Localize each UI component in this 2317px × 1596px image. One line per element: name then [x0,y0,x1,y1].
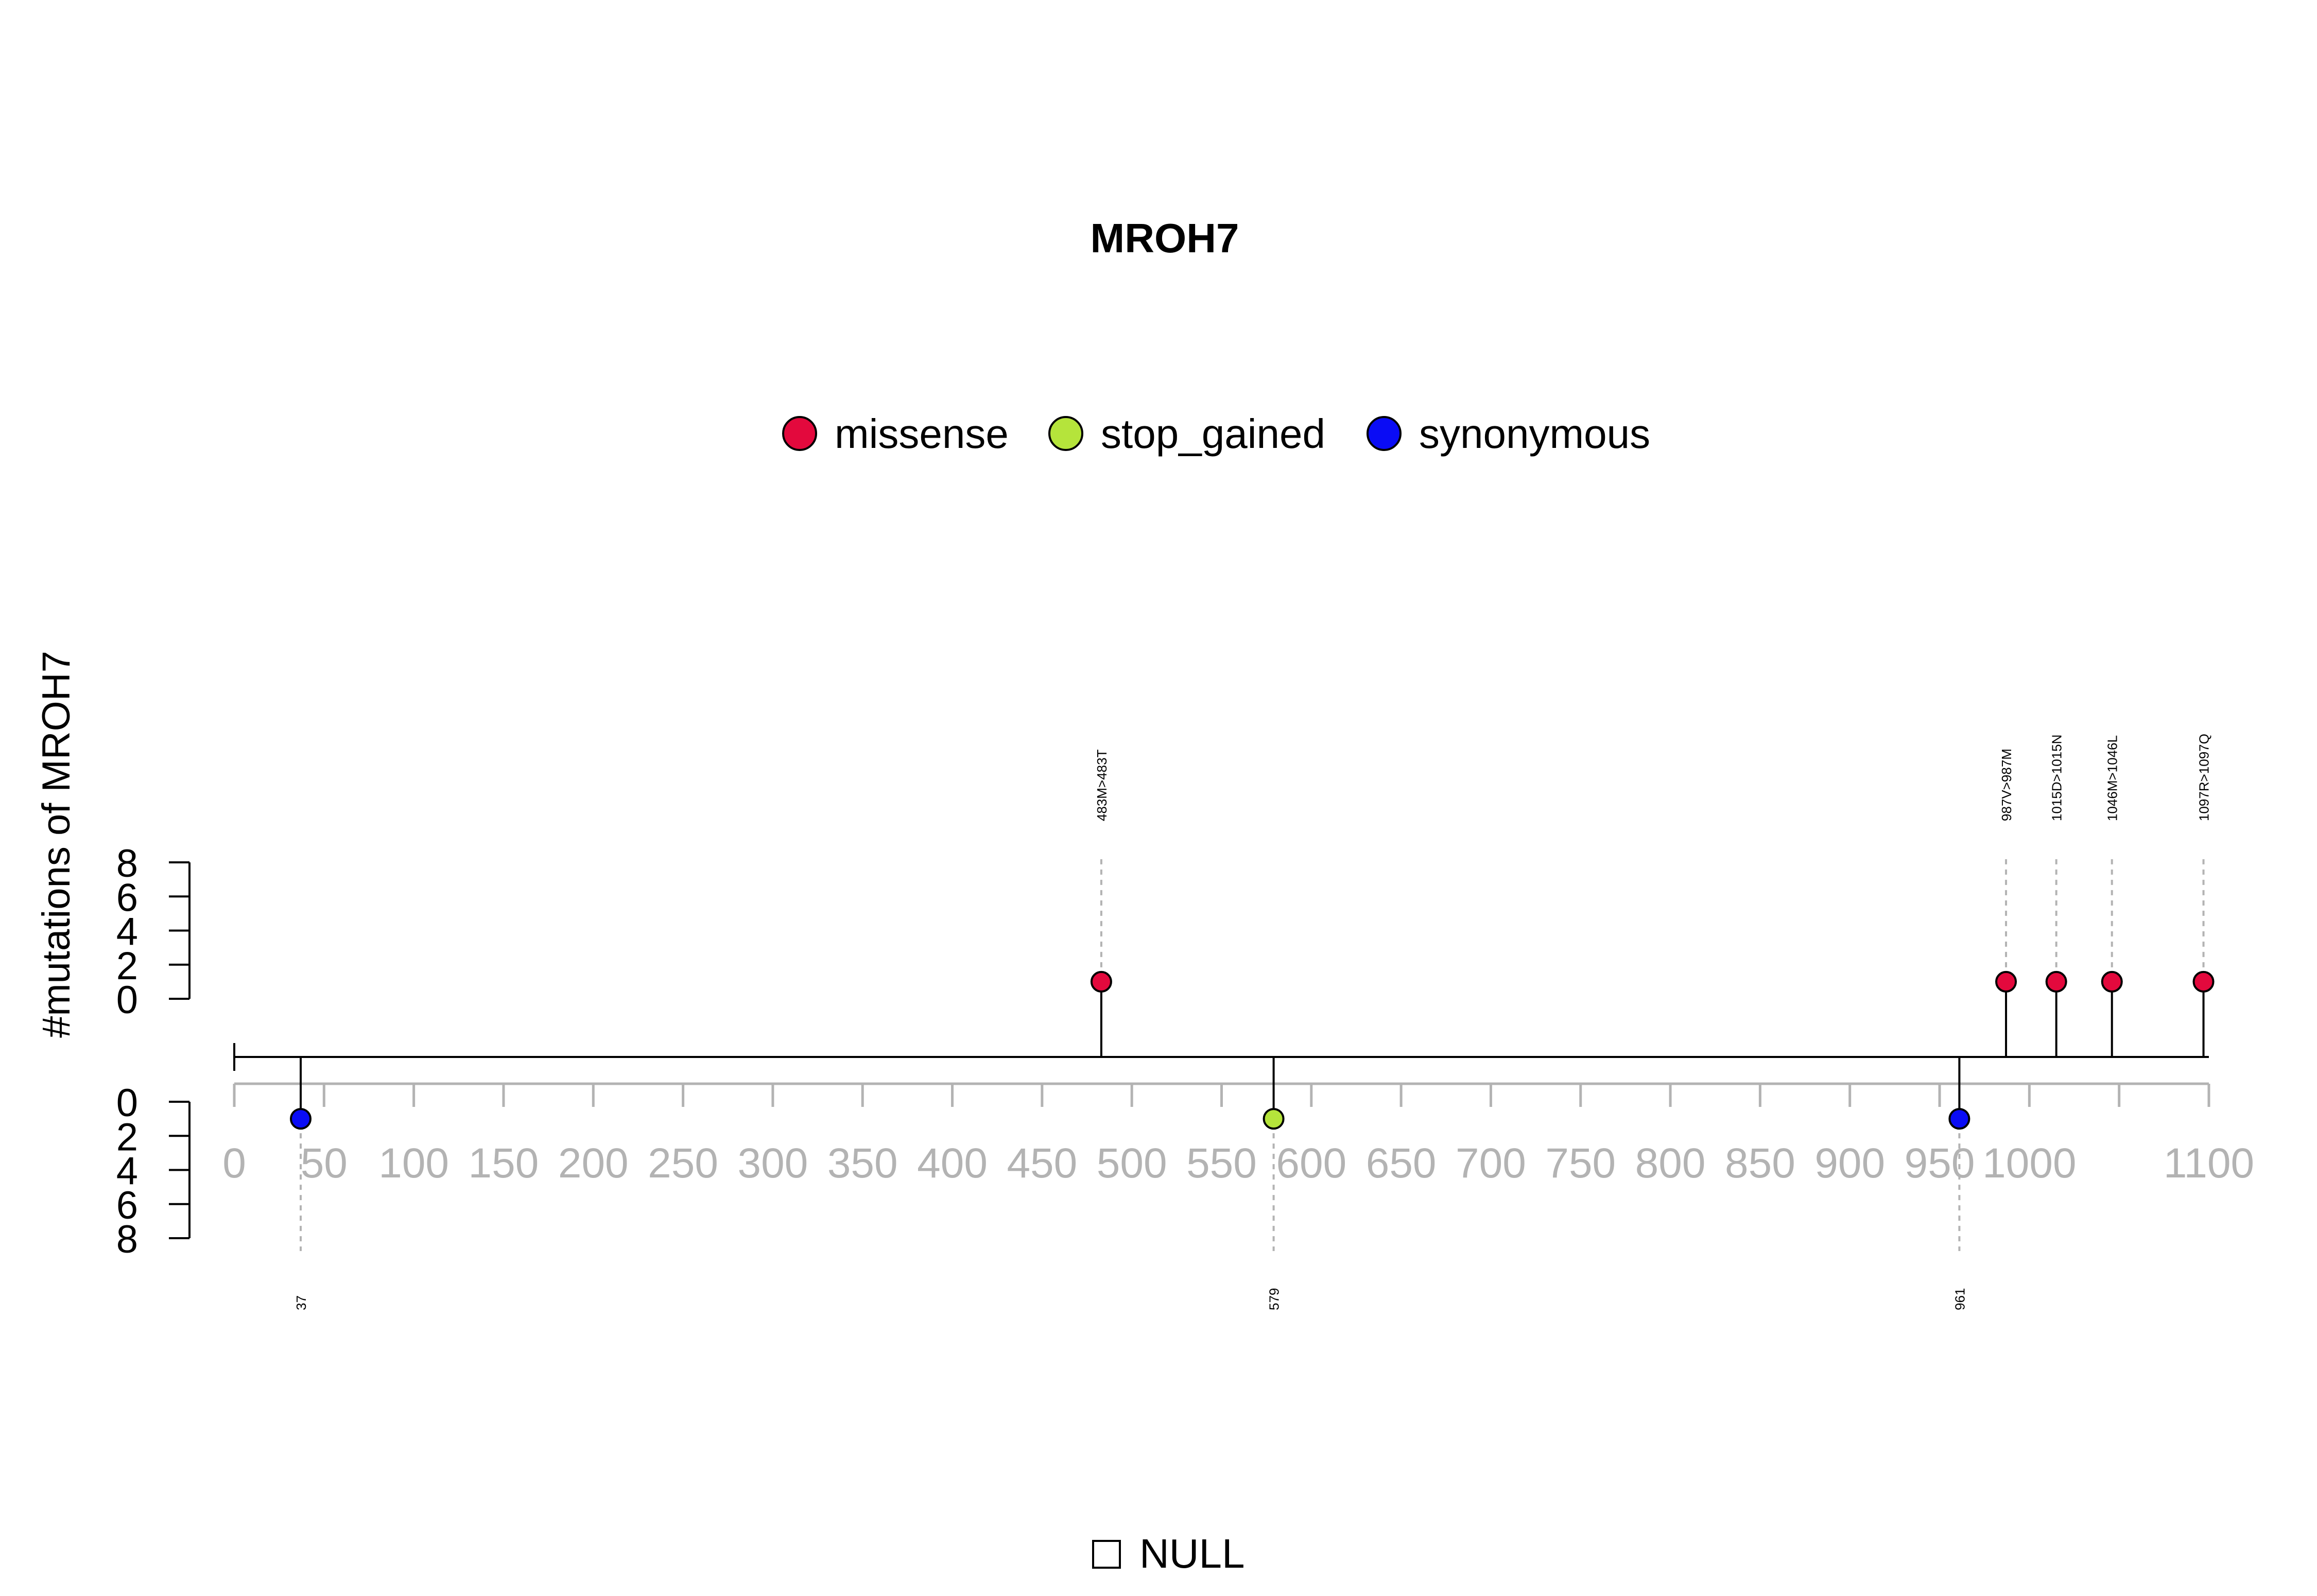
upper-y-tick-label: 0 [116,978,138,1022]
x-tick-label: 450 [1007,1140,1077,1187]
mutation-label: 961 [1952,1288,1967,1310]
mutation-label: 37 [293,1295,309,1310]
mutation-point [2045,970,2067,993]
upper-y-tick-label: 2 [116,944,138,988]
domain-legend-label: NULL [1139,1531,1245,1576]
lower-y-tick-label: 4 [116,1150,138,1193]
legend-label-stop-gained: stop_gained [1101,411,1325,457]
chart-title: MROH7 [1091,215,1239,261]
mutation-point [1263,1108,1285,1130]
x-tick-label: 500 [1097,1140,1167,1187]
lower-y-tick-label: 6 [116,1184,138,1227]
mutation-label: 1015D>1015N [2049,735,2065,821]
mutation-label: 1046M>1046L [2105,735,2120,821]
mutation-point [1090,970,1112,993]
x-tick-label: 1100 [2164,1140,2254,1187]
x-tick-label: 150 [469,1140,539,1187]
y-axis-label: #mutations of MROH7 [34,651,78,1038]
lower-y-tick-label: 8 [116,1218,138,1261]
x-tick-label: 250 [648,1140,718,1187]
legend: missense stop_gained synonymous [782,411,1650,457]
mutations: 483M>483T 987V>987M 1015D>1015N 1046M>1046L… [289,734,2215,1310]
legend-label-missense: missense [835,411,1009,457]
x-tick-label: 900 [1814,1140,1885,1187]
mutation-point [1948,1108,1970,1130]
mutation-point [289,1108,312,1130]
x-tick-label: 650 [1366,1140,1437,1187]
domain-legend: NULL [1092,1531,1245,1576]
legend-label-synonymous: synonymous [1419,411,1650,457]
mutation-label: 579 [1267,1288,1282,1310]
x-tick-label: 100 [378,1140,449,1187]
mutation-label: 1097R>1097Q [2197,734,2212,821]
legend-marker-stop-gained [1048,416,1083,451]
x-tick-label: 800 [1635,1140,1706,1187]
x-tick-label: 750 [1545,1140,1616,1187]
upper-y-tick-label: 8 [116,842,138,886]
lower-y-tick-label: 0 [116,1081,138,1125]
upper-y-tick-label: 4 [116,910,138,954]
lower-y-tick-label: 2 [116,1115,138,1159]
x-tick-label: 1000 [1982,1140,2076,1187]
mutation-label: 987V>987M [1999,749,2014,821]
x-tick-label: 700 [1456,1140,1526,1187]
mutation-label: 483M>483T [1094,749,1110,821]
x-tick-label: 400 [917,1140,988,1187]
mutation-point [1995,970,2017,993]
mutation-point [2192,970,2215,993]
x-tick-label: 850 [1725,1140,1795,1187]
x-tick-label: 950 [1905,1140,1975,1187]
x-tick-label: 600 [1276,1140,1346,1187]
x-tick-label: 200 [558,1140,629,1187]
legend-marker-synonymous [1367,416,1402,451]
x-tick-label: 0 [222,1140,246,1187]
domain-legend-swatch [1092,1540,1121,1569]
x-tick-label: 550 [1186,1140,1257,1187]
upper-y-tick-label: 6 [116,876,138,920]
x-tick-label: 350 [827,1140,898,1187]
x-tick-label: 50 [301,1140,348,1187]
x-axis: 0 50 100 150 200 250 300 350 400 450 500 550 600 650 7… [222,1082,2254,1187]
mutation-point [2101,970,2123,993]
x-tick-label: 300 [737,1140,808,1187]
legend-marker-missense [782,416,817,451]
